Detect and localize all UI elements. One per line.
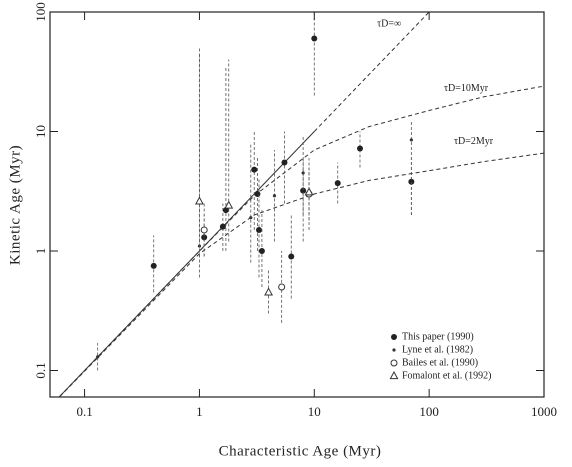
point: [219, 223, 226, 230]
point: [194, 196, 204, 205]
point: [249, 216, 253, 220]
point: [301, 171, 305, 175]
y-tick-label: 0.1: [33, 362, 48, 378]
x-tick-label: 1000: [531, 404, 557, 419]
model-curve: [313, 12, 430, 132]
point: [272, 194, 277, 198]
x-tick-label: 100: [419, 404, 439, 419]
curve-label: τD=2Myr: [454, 136, 494, 147]
plot-area: [58, 12, 544, 397]
legend-label: Lyne et al. (1982): [402, 344, 473, 355]
point: [258, 247, 265, 254]
plot-frame: [49, 11, 545, 398]
x-axis-label: Characteristic Age (Myr): [219, 443, 382, 459]
x-tick-label: 0.1: [76, 404, 92, 419]
point: [281, 159, 288, 166]
point: [334, 180, 341, 187]
point: [255, 226, 262, 233]
y-tick-label: 10: [33, 125, 48, 138]
point: [300, 187, 307, 194]
point: [150, 262, 157, 269]
model-curve: [58, 152, 544, 397]
point: [264, 287, 274, 296]
legend-marker: [389, 370, 399, 380]
point: [409, 138, 413, 142]
point: [254, 190, 261, 197]
legend-marker: [391, 334, 397, 340]
legend-label: Fomalont et al. (1992): [402, 370, 491, 381]
point: [251, 166, 258, 173]
point: [200, 226, 208, 234]
y-tick-label: 1: [33, 248, 48, 255]
point: [356, 145, 363, 152]
curve-label: τD=∞: [377, 18, 401, 29]
legend-label: This paper (1990): [402, 331, 474, 342]
curve-label: τD=10Myr: [444, 83, 489, 94]
point: [288, 253, 295, 260]
point: [96, 355, 100, 359]
y-tick-label: 100: [33, 2, 48, 22]
point: [224, 200, 234, 209]
point: [278, 283, 286, 291]
legend-marker: [390, 359, 398, 367]
x-tick-label: 10: [308, 404, 321, 419]
y-axis-label: Kinetic Age (Myr): [7, 145, 23, 265]
point: [201, 234, 208, 241]
point: [304, 187, 314, 196]
point: [408, 178, 415, 185]
legend-marker: [392, 348, 396, 352]
x-tick-label: 1: [196, 404, 203, 419]
point: [311, 35, 318, 42]
legend-label: Bailes et al. (1990): [402, 357, 478, 368]
